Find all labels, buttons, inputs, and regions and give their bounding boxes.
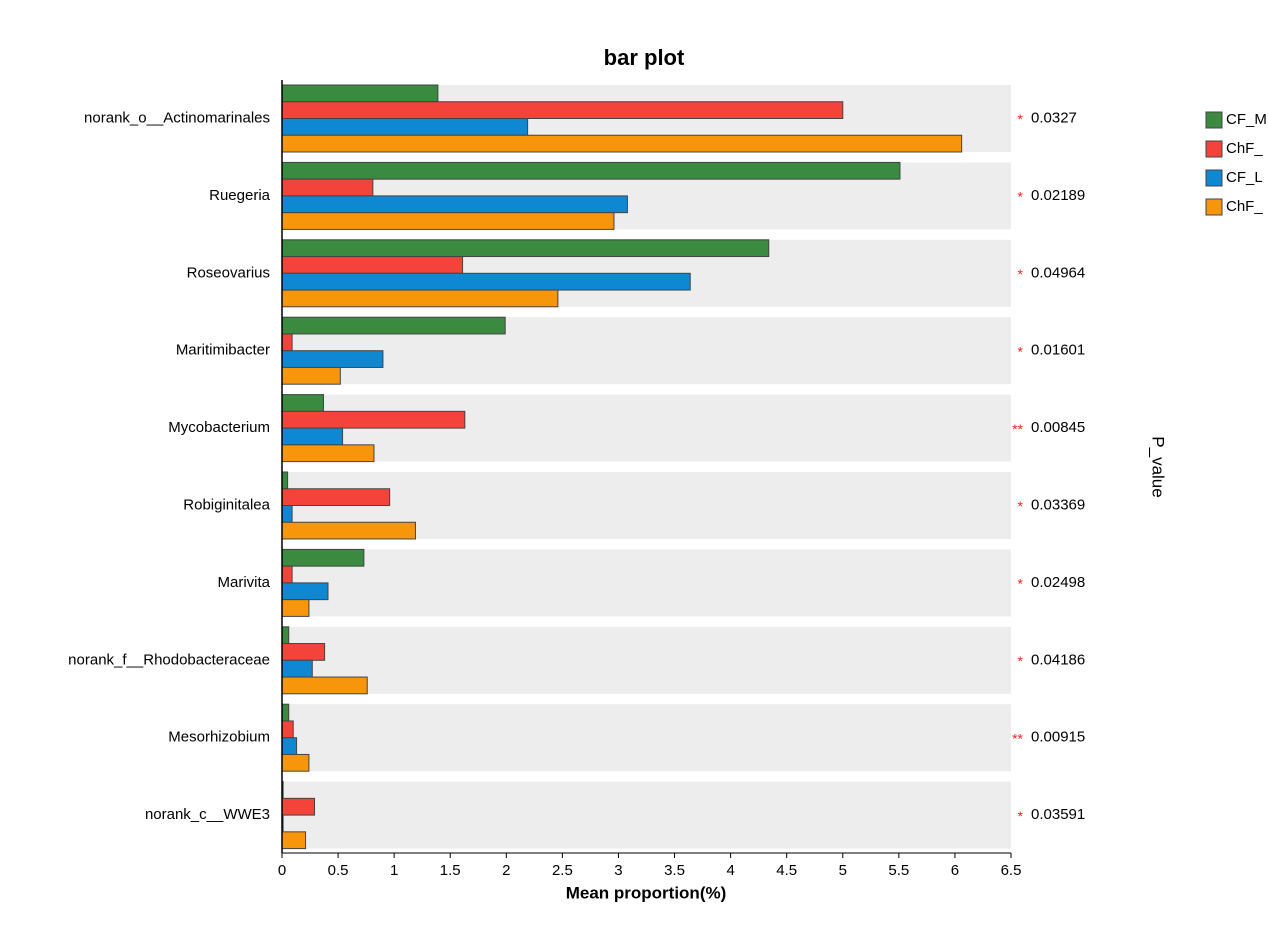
bar (281, 703, 290, 722)
bar (281, 101, 844, 119)
x-tick-label: 1.5 (440, 862, 461, 879)
significance: * (1018, 189, 1024, 205)
x-tick-label: 5.5 (888, 862, 909, 879)
x-tick-label: 0.5 (328, 862, 349, 879)
bar (281, 737, 298, 755)
p-value: 0.00915 (1031, 729, 1085, 746)
x-tick-label: 3.5 (664, 862, 685, 879)
bar (281, 720, 294, 739)
bar (281, 427, 344, 446)
row-band (282, 626, 1011, 694)
y-tick-label: norank_c__WWE3 (145, 806, 270, 823)
x-tick-label: 4.5 (776, 862, 797, 879)
legend-swatch (1205, 169, 1223, 187)
y-tick-label: Maritimibacter (176, 342, 270, 359)
bar (281, 643, 326, 661)
x-tick-label: 6 (951, 862, 959, 879)
y-tick-label: Mycobacterium (168, 419, 270, 436)
bar (281, 797, 316, 816)
x-tick-label: 1 (390, 862, 398, 879)
p-value: 0.03591 (1031, 806, 1085, 823)
p-value: 0.01601 (1031, 342, 1085, 359)
significance: * (1018, 111, 1024, 127)
legend-label: CF_M (1226, 111, 1267, 128)
y-tick-label: Robiginitalea (183, 496, 270, 513)
significance: * (1018, 498, 1024, 514)
bar (281, 118, 529, 136)
x-tick-label: 4 (726, 862, 734, 879)
bar (281, 521, 416, 540)
bar (281, 239, 770, 258)
significance: ** (1012, 421, 1023, 437)
bar (281, 316, 506, 335)
chart-title: bar plot (604, 45, 685, 70)
bar (281, 626, 290, 645)
legend-label: ChF_ (1226, 198, 1263, 215)
row-band (282, 781, 1011, 849)
bar (281, 256, 464, 274)
x-tick-label: 6.5 (1001, 862, 1022, 879)
x-tick-label: 0 (278, 862, 286, 879)
x-tick-label: 2 (502, 862, 510, 879)
bar (281, 410, 466, 429)
bar (281, 582, 329, 601)
y-tick-label: Mesorhizobium (168, 729, 270, 746)
x-tick-label: 3 (614, 862, 622, 879)
bar (281, 659, 313, 678)
p-value: 0.0327 (1031, 109, 1077, 126)
bar (281, 212, 615, 230)
significance: * (1018, 343, 1024, 359)
bar (281, 599, 310, 617)
y-tick-label: Marivita (217, 574, 270, 591)
x-axis-label: Mean proportion(%) (566, 883, 727, 902)
bar (281, 676, 368, 695)
significance: * (1018, 808, 1024, 824)
p-value: 0.02498 (1031, 574, 1085, 591)
x-tick-label: 5 (839, 862, 847, 879)
legend-swatch (1205, 140, 1223, 158)
row-band (282, 549, 1011, 617)
legend-swatch (1205, 198, 1223, 216)
p-value: 0.00845 (1031, 419, 1085, 436)
bar (281, 488, 391, 506)
bar (281, 565, 293, 584)
bar (281, 548, 365, 567)
bar (281, 195, 628, 214)
significance: * (1018, 653, 1024, 669)
bar (281, 134, 963, 153)
bar (281, 333, 293, 352)
p-value: 0.04964 (1031, 264, 1085, 281)
bar (281, 366, 341, 385)
legend-swatch (1205, 111, 1223, 129)
bar (281, 84, 439, 103)
significance: ** (1012, 730, 1023, 746)
legend-label: ChF_ (1226, 140, 1263, 157)
p-value: 0.04186 (1031, 651, 1085, 668)
bar (281, 831, 307, 850)
significance: * (1018, 576, 1024, 592)
bar (281, 289, 559, 308)
bar (281, 505, 293, 523)
p-value: 0.03369 (1031, 496, 1085, 513)
right-axis-label: P_value (1149, 436, 1168, 497)
bar (281, 394, 324, 412)
y-tick-label: Ruegeria (209, 187, 271, 204)
bar (281, 753, 310, 772)
bar (281, 178, 374, 197)
p-value: 0.02189 (1031, 187, 1085, 204)
y-tick-label: norank_o__Actinomarinales (84, 109, 270, 126)
x-tick-label: 2.5 (552, 862, 573, 879)
y-tick-label: norank_f__Rhodobacteraceae (68, 651, 270, 668)
bar (281, 161, 901, 180)
bar (281, 444, 375, 463)
significance: * (1018, 266, 1024, 282)
bar (281, 471, 289, 490)
row-band (282, 704, 1011, 772)
bar (281, 350, 384, 368)
legend-label: CF_L (1226, 169, 1263, 186)
y-tick-label: Roseovarius (187, 264, 270, 281)
bar (281, 272, 691, 291)
